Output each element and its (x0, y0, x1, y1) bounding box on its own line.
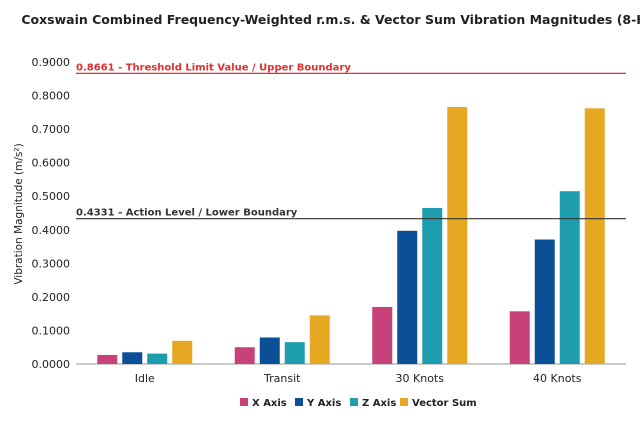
x-category-label: 30 Knots (396, 372, 445, 385)
bars (97, 106, 605, 364)
bar-z-axis (147, 353, 168, 364)
y-tick-label: 0.1000 (32, 324, 71, 337)
x-category-label: Transit (263, 372, 301, 385)
legend-swatch (295, 398, 303, 406)
bar-y-axis (122, 352, 143, 364)
y-axis-label: Vibration Magnitude (m/s²) (13, 143, 25, 284)
chart-title: Coxswain Combined Frequency-Weighted r.m… (21, 12, 640, 27)
legend-swatch (400, 398, 408, 406)
legend-label: X Axis (252, 398, 287, 409)
legend-swatch (350, 398, 358, 406)
x-category-label: 40 Knots (533, 372, 582, 385)
y-tick-label: 0.3000 (32, 257, 71, 270)
bar-x-axis (372, 306, 393, 364)
bar-y-axis (259, 337, 280, 364)
y-tick-label: 0.8000 (32, 90, 71, 103)
bar-x-axis (234, 347, 255, 364)
legend-label: Vector Sum (412, 398, 477, 409)
y-tick-label: 0.9000 (32, 56, 71, 69)
bar-x-axis (509, 311, 530, 364)
bar-z-axis (422, 207, 443, 364)
y-axis-ticks: 0.0000 0.1000 0.2000 0.3000 0.4000 0.5000 0.60… (32, 56, 71, 371)
bar-z-axis (284, 342, 305, 364)
legend-label: Y Axis (306, 398, 341, 409)
bar-y-axis (397, 230, 418, 364)
bar-vector-sum (447, 106, 468, 364)
y-tick-label: 0.7000 (32, 123, 71, 136)
bar-z-axis (559, 191, 580, 364)
legend-label: Z Axis (362, 398, 396, 409)
bar-vector-sum (584, 108, 605, 364)
bar-vector-sum (172, 340, 193, 364)
bar-y-axis (534, 239, 555, 364)
bar-vector-sum (309, 315, 330, 364)
y-tick-label: 0.0000 (32, 358, 71, 371)
y-tick-label: 0.6000 (32, 157, 71, 170)
x-category-label: Idle (135, 372, 155, 385)
legend-swatch (240, 398, 248, 406)
y-tick-label: 0.5000 (32, 190, 71, 203)
y-tick-label: 0.4000 (32, 224, 71, 237)
reference-line-label: 0.4331 - Action Level / Lower Boundary (76, 208, 298, 219)
reference-line-label: 0.8661 - Threshold Limit Value / Upper B… (76, 62, 351, 73)
legend: X Axis Y Axis Z Axis Vector Sum (240, 398, 477, 409)
y-tick-label: 0.2000 (32, 291, 71, 304)
reference-lines: 0.8661 - Threshold Limit Value / Upper B… (76, 62, 626, 220)
bar-x-axis (97, 354, 118, 364)
x-axis-categories: Idle Transit 30 Knots 40 Knots (135, 372, 582, 385)
